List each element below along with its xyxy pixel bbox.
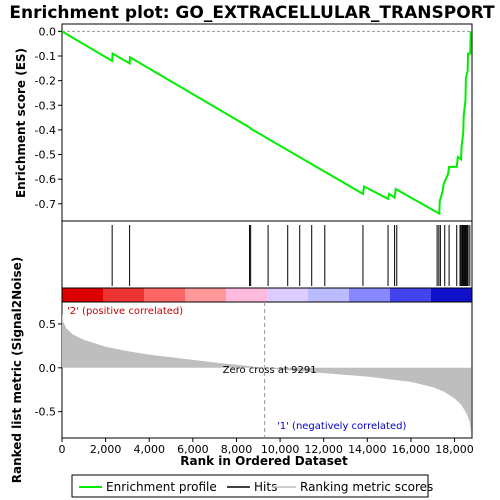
x-tick-label: 16,000 — [392, 443, 431, 456]
es-y-tick-label: -0.5 — [35, 149, 56, 162]
negative-label: '1' (negatively correlated) — [277, 421, 406, 432]
es-y-axis-label: Enrichment score (ES) — [14, 48, 28, 198]
es-panel-frame — [61, 23, 473, 222]
legend-metric-label: Ranking metric scores — [300, 480, 433, 494]
legend-hits-label: Hits — [254, 480, 277, 494]
es-y-tick-label: 0.0 — [39, 25, 57, 38]
legend-enrichment-label: Enrichment profile — [106, 480, 217, 494]
es-y-tick-label: -0.7 — [35, 198, 56, 211]
x-tick-label: 18,000 — [435, 443, 474, 456]
ranking-metric-area — [62, 313, 472, 435]
metric-y-tick-label: 0.0 — [39, 362, 57, 375]
color-bar-segment — [431, 288, 473, 302]
x-tick-label: 10,000 — [261, 443, 300, 456]
color-bar-segment — [308, 288, 350, 302]
x-tick-label: 14,000 — [348, 443, 387, 456]
rank-color-bar — [62, 288, 473, 302]
x-ticks: 0 2,000 4,000 6,000 8,000 10,000 12,000 14,000 1… — [59, 438, 474, 456]
es-y-tick-label: -0.4 — [35, 124, 56, 137]
enrichment-profile-line — [61, 30, 472, 216]
x-axis-label: Rank in Ordered Dataset — [180, 454, 348, 468]
chart-title: Enrichment plot: GO_EXTRACELLULAR_TRANSP… — [9, 3, 495, 23]
color-bar-segment — [144, 288, 186, 302]
es-y-tick-label: -0.6 — [35, 173, 56, 186]
x-tick-label: 12,000 — [304, 443, 343, 456]
positive-label: '2' (positive correlated) — [67, 306, 183, 317]
color-bar-segment — [62, 288, 104, 302]
color-bar-segment — [226, 288, 268, 302]
es-y-tick-label: -0.3 — [35, 99, 56, 112]
metric-y-tick-label: -0.5 — [35, 406, 56, 419]
metric-y-ticks: 0.5 0.0 -0.5 — [35, 318, 62, 419]
x-tick-label: 0 — [59, 443, 66, 456]
es-y-ticks: 0.0 -0.1 -0.2 -0.3 -0.4 -0.5 -0.6 -0.7 — [35, 25, 62, 211]
color-bar-segment — [349, 288, 391, 302]
color-bar-segment — [185, 288, 227, 302]
color-bar-segment — [390, 288, 432, 302]
metric-y-axis-label: Ranked list metric (Signal2Noise) — [10, 257, 24, 484]
hits-panel-frame — [61, 220, 473, 289]
x-tick-label: 4,000 — [133, 443, 165, 456]
x-tick-label: 6,000 — [177, 443, 209, 456]
es-y-tick-label: -0.2 — [35, 75, 56, 88]
es-y-tick-label: -0.1 — [35, 50, 56, 63]
color-bar-segment — [267, 288, 309, 302]
zero-cross-label: Zero cross at 9291 — [223, 365, 317, 376]
legend-box — [71, 474, 429, 498]
x-tick-label: 2,000 — [90, 443, 122, 456]
color-bar-segment — [103, 288, 145, 302]
hits-marks — [111, 225, 471, 286]
x-tick-label: 8,000 — [221, 443, 253, 456]
metric-y-tick-label: 0.5 — [39, 318, 57, 331]
